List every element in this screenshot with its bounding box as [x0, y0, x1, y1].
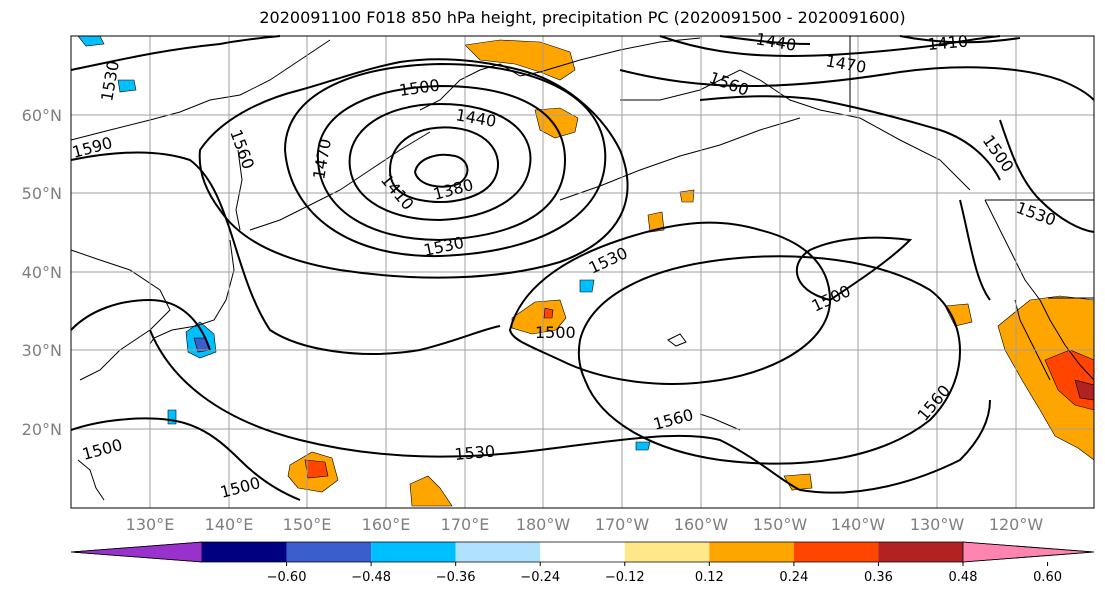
- contour-1500-north: [619, 66, 1095, 101]
- contour-1530-west: [70, 35, 281, 71]
- colorbar-tick-label: 0.24: [779, 570, 808, 585]
- contour-label: 1500: [535, 323, 576, 342]
- contour-low-1500: [283, 62, 607, 258]
- gridlines: [71, 36, 1094, 508]
- island-small-1: [667, 333, 687, 347]
- colorbar-tick-label: 0.12: [695, 570, 724, 585]
- precipitation-shading: [77, 35, 1095, 507]
- contour-label: 1410: [927, 32, 969, 54]
- contour-1500-sw: [70, 417, 301, 501]
- chart-title: 2020091100 F018 850 hPa height, precipit…: [259, 8, 906, 27]
- colorbar-tick-label: −0.24: [520, 570, 560, 585]
- coastline-china-korea: [70, 249, 171, 381]
- contour-low-1440: [348, 102, 532, 222]
- colorbar-segment: [878, 542, 963, 562]
- colorbar-segment: [540, 542, 625, 562]
- contour-1440-north: [719, 35, 811, 45]
- longitude-label: 170°E: [441, 515, 490, 534]
- precip-deficit-small-1: [167, 409, 177, 425]
- coastline-north-america-west: [984, 199, 1095, 381]
- colorbar-tick-label: −0.60: [267, 570, 307, 585]
- precip-area-hawaii-east: [783, 473, 813, 491]
- longitude-label: 180°W: [516, 515, 571, 534]
- precip-area-mid-pacific: [511, 299, 567, 335]
- coastline-baja: [1014, 299, 1051, 381]
- contour-label: 1530: [454, 442, 496, 464]
- colorbar-segment: [624, 542, 710, 562]
- coastline-philippines: [77, 459, 105, 501]
- contour-1530-south: [149, 329, 991, 494]
- contour-1530-mid: [508, 221, 832, 385]
- coastline-asia-northeast: [70, 39, 331, 141]
- colorbar-tick-label: 0.48: [949, 570, 978, 585]
- contour-1590-west: [70, 151, 501, 355]
- contour-1500-east: [795, 236, 913, 302]
- latitude-label: 30°N: [22, 341, 62, 360]
- precip-area-west-core: [304, 459, 329, 479]
- contour-1560-north: [699, 95, 1001, 181]
- longitude-label: 160°W: [674, 515, 729, 534]
- precip-deficit-small-3: [635, 441, 651, 451]
- precip-area-baja: [944, 303, 973, 327]
- colorbar-segment: [371, 542, 456, 562]
- coastline-hawaii: [699, 413, 741, 431]
- contour-1410-north: [899, 35, 1021, 44]
- latitude-label: 20°N: [22, 420, 62, 439]
- latitude-label: 50°N: [22, 184, 62, 203]
- precip-area-mid-pacific-core: [543, 307, 554, 319]
- contour-1560-central: [577, 255, 961, 465]
- longitude-label: 140°E: [205, 515, 254, 534]
- precip-deficit-northwest-2: [117, 79, 137, 93]
- coastline-sakhalin: [235, 149, 243, 231]
- map-frame: [70, 35, 1095, 509]
- colorbar-tick-label: 0.36: [864, 570, 893, 585]
- colorbar-segment: [286, 542, 372, 562]
- contour-1530-east: [999, 119, 1095, 233]
- contour-1500-south: [70, 298, 211, 351]
- colorbar-outline: [70, 541, 1095, 563]
- contour-low-1380: [413, 153, 469, 188]
- latitude-label: 40°N: [22, 263, 62, 282]
- contour-1530-far-east: [959, 199, 991, 301]
- longitude-label: 130°W: [910, 515, 965, 534]
- colorbar-segment: [455, 542, 541, 562]
- longitude-label: 140°W: [831, 515, 886, 534]
- longitude-label: 120°W: [989, 515, 1044, 534]
- longitude-axis: 130°E 140°E 150°E 160°E 170°E 180°W 170°…: [126, 515, 1044, 534]
- precip-area-central-north: [647, 211, 665, 233]
- coastline-kamchatka: [419, 37, 701, 111]
- colorbar: −0.60 −0.48 −0.36 −0.24 −0.12 0.12 0.24 0.36 0.4…: [70, 541, 1095, 585]
- longitude-label: 150°W: [753, 515, 808, 534]
- colorbar-extend-low: [70, 541, 203, 563]
- colorbar-segment: [793, 542, 879, 562]
- longitude-label: 160°E: [362, 515, 411, 534]
- colorbar-tick-label: −0.12: [605, 570, 645, 585]
- precip-area-southwest: [409, 475, 453, 507]
- colorbar-tick-label: −0.48: [351, 570, 391, 585]
- contour-low-1410: [388, 126, 500, 203]
- precip-area-central-north-2: [679, 189, 695, 203]
- height-contours: [70, 35, 1095, 501]
- precip-deficit-small-2: [579, 279, 595, 293]
- latitude-label: 60°N: [22, 106, 62, 125]
- colorbar-segment: [709, 542, 794, 562]
- longitude-label: 170°W: [595, 515, 650, 534]
- contour-1560-west: [198, 58, 629, 279]
- colorbar-tick-label: −0.36: [436, 570, 476, 585]
- coastline-kuriles: [249, 131, 431, 231]
- latitude-axis: 60°N 50°N 40°N 30°N 20°N: [22, 106, 62, 439]
- colorbar-tick-label: 0.60: [1033, 570, 1062, 585]
- coastline-japan: [149, 239, 235, 345]
- longitude-label: 150°E: [283, 515, 332, 534]
- colorbar-extend-high: [962, 541, 1095, 563]
- coastline-alaska: [620, 69, 971, 191]
- colorbar-segment: [202, 542, 287, 562]
- contour-low-1470: [316, 84, 567, 242]
- longitude-label: 130°E: [126, 515, 175, 534]
